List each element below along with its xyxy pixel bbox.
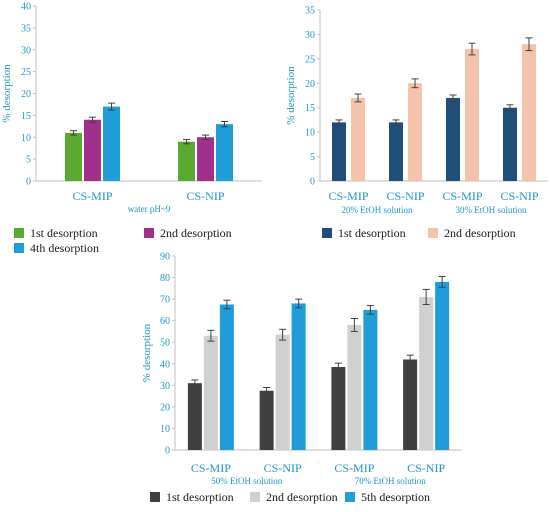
- category-label: CS-MIP: [328, 189, 368, 203]
- legend-swatch: [150, 492, 160, 502]
- legend-label: 4th desorption: [30, 241, 99, 255]
- bar: [446, 97, 460, 181]
- category-label: CS-NIP: [407, 461, 445, 475]
- y-tick-label: 10: [160, 424, 170, 435]
- bar: [259, 390, 274, 450]
- bar: [219, 304, 234, 450]
- category-label: CS-MIP: [442, 189, 482, 203]
- bar: [503, 107, 517, 181]
- bar: [522, 44, 536, 182]
- legend-label: 1st desorption: [166, 490, 234, 504]
- legend-swatch: [322, 228, 332, 238]
- chart-2: 0 5 10 15 20 25 30 35 % desorption CS-MIP CS-NIP CS…: [285, 6, 548, 240]
- y-tick-label: 0: [165, 446, 170, 457]
- y-tick-label: 0: [26, 177, 31, 188]
- chart-3: 0 10 20 30 40 50 60 70 80 90 % desorption CS-MIP CS-…: [141, 252, 462, 504]
- y-tick-label: 20: [21, 89, 31, 100]
- bar: [203, 335, 218, 450]
- bar: [435, 281, 450, 450]
- bar: [403, 359, 418, 450]
- group-note: 20% EtOH solution: [342, 205, 413, 215]
- legend-label: 2nd desorption: [266, 490, 338, 504]
- y-tick-label: 30: [21, 45, 31, 56]
- y-tick-label: 10: [305, 128, 315, 139]
- bar: [465, 49, 479, 182]
- legend-label: 2nd desorption: [160, 226, 232, 240]
- y-tick-label: 25: [21, 67, 31, 78]
- y-tick-label: 25: [305, 54, 315, 65]
- bar: [347, 324, 362, 450]
- category-label: CS-NIP: [186, 189, 224, 203]
- category-label: CS-MIP: [191, 461, 231, 475]
- y-tick-label: 40: [21, 2, 31, 13]
- category-label: CS-MIP: [72, 189, 112, 203]
- y-axis-title: % desorption: [1, 64, 13, 123]
- bar: [216, 124, 233, 181]
- bar: [65, 132, 82, 181]
- category-label: CS-MIP: [334, 461, 374, 475]
- y-tick-label: 90: [160, 252, 170, 263]
- group-note: 30% EtOH solution: [456, 205, 527, 215]
- bar: [187, 383, 202, 450]
- bar: [275, 334, 290, 450]
- legend-swatch: [250, 492, 260, 502]
- bar: [389, 122, 403, 181]
- legend-label: 5th desorption: [361, 490, 430, 504]
- legend-swatch: [14, 228, 24, 238]
- y-tick-label: 35: [21, 23, 31, 34]
- y-tick-label: 30: [160, 381, 170, 392]
- bar: [178, 141, 195, 181]
- chart-1: 0 5 10 15 20 25 30 35 40 % desorption CS-MIP CS-NIP…: [1, 2, 262, 255]
- legend-swatch: [428, 228, 438, 238]
- bar: [351, 97, 365, 181]
- legend-label: 1st desorption: [30, 226, 98, 240]
- y-tick-label: 15: [21, 111, 31, 122]
- y-tick-label: 20: [160, 402, 170, 413]
- y-tick-label: 40: [160, 359, 170, 370]
- category-label: CS-NIP: [386, 189, 424, 203]
- y-tick-label: 70: [160, 295, 170, 306]
- y-tick-label: 30: [305, 30, 315, 41]
- y-tick-label: 5: [310, 152, 315, 163]
- bar: [363, 309, 378, 450]
- group-note: 70% EtOH solution: [355, 476, 426, 486]
- bar: [103, 106, 120, 181]
- category-label: CS-NIP: [264, 461, 302, 475]
- y-tick-label: 0: [310, 177, 315, 188]
- bar: [291, 303, 306, 450]
- bar: [331, 367, 346, 450]
- y-axis-title: % desorption: [141, 323, 153, 382]
- y-tick-label: 80: [160, 273, 170, 284]
- y-tick-label: 50: [160, 338, 170, 349]
- y-axis-title: % desorption: [285, 66, 297, 125]
- bar: [332, 122, 346, 181]
- y-tick-label: 20: [305, 79, 315, 90]
- legend-label: 2nd desorption: [444, 226, 516, 240]
- y-tick-label: 10: [21, 133, 31, 144]
- bar: [197, 137, 214, 181]
- legend-swatch: [144, 228, 154, 238]
- legend-swatch: [345, 492, 355, 502]
- legend-swatch: [14, 243, 24, 253]
- legend-label: 1st desorption: [338, 226, 406, 240]
- bar: [419, 296, 434, 450]
- y-tick-label: 60: [160, 316, 170, 327]
- y-tick-label: 5: [26, 155, 31, 166]
- bar: [408, 83, 422, 181]
- bar: [84, 119, 101, 181]
- y-tick-label: 15: [305, 103, 315, 114]
- y-tick-label: 35: [305, 6, 315, 17]
- category-label: CS-NIP: [500, 189, 538, 203]
- group-note: water pH~9: [128, 204, 171, 214]
- group-note: 50% EtOH solution: [211, 476, 282, 486]
